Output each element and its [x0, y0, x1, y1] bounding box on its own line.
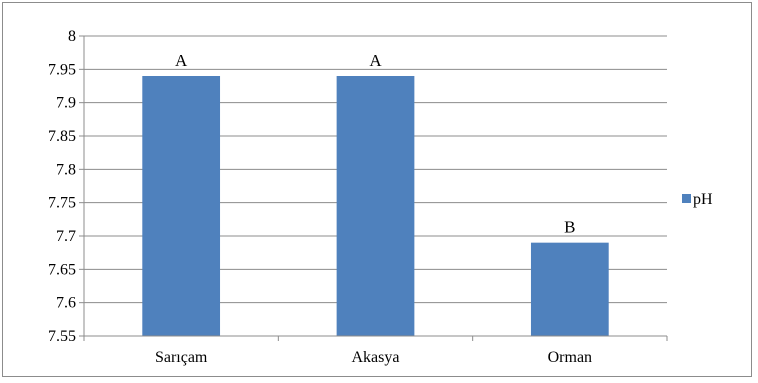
- y-tick-label: 7.9: [56, 95, 76, 112]
- legend-swatch-ph: [682, 194, 691, 203]
- x-category-labels: Sarıçam Akasya Orman: [155, 349, 592, 366]
- legend: pH: [682, 191, 713, 208]
- y-tick-label: 7.55: [48, 328, 76, 345]
- data-label: A: [369, 51, 382, 70]
- y-tick-label: 7.8: [56, 161, 76, 178]
- axes: [83, 36, 668, 341]
- x-category-label: Sarıçam: [155, 349, 208, 366]
- y-tick-label: 7.65: [48, 261, 76, 278]
- x-category-label: Orman: [548, 349, 592, 366]
- x-category-label: Akasya: [352, 349, 400, 366]
- y-tick-label: 7.7: [56, 228, 76, 245]
- data-labels: A A B: [175, 51, 575, 237]
- y-tick-label: 7.6: [56, 295, 76, 312]
- y-tick-label: 7.95: [48, 61, 76, 78]
- data-label: A: [175, 51, 188, 70]
- y-tick-label: 7.85: [48, 128, 76, 145]
- bars: [142, 76, 609, 336]
- bar-1: [142, 76, 221, 336]
- y-tick-label: 7.75: [48, 195, 76, 212]
- y-tick-labels: 7.55 7.6 7.65 7.7 7.75 7.8 7.85 7.9 7.95 8: [48, 28, 76, 345]
- data-label: B: [564, 218, 575, 237]
- bar-chart: 7.55 7.6 7.65 7.7 7.75 7.8 7.85 7.9 7.95 8 Sarıça…: [48, 28, 713, 366]
- bar-3: [530, 242, 609, 336]
- chart-frame: 7.55 7.6 7.65 7.7 7.75 7.8 7.85 7.9 7.95 8 Sarıça…: [2, 2, 752, 377]
- legend-label-ph: pH: [693, 191, 713, 208]
- y-tick-label: 8: [68, 28, 76, 45]
- bar-2: [336, 76, 415, 336]
